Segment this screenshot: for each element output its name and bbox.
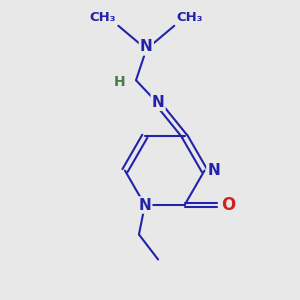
Text: H: H bbox=[114, 75, 126, 89]
Text: N: N bbox=[207, 163, 220, 178]
Text: N: N bbox=[152, 95, 164, 110]
Text: N: N bbox=[139, 197, 151, 212]
Text: CH₃: CH₃ bbox=[177, 11, 203, 24]
Text: N: N bbox=[140, 40, 153, 55]
Text: CH₃: CH₃ bbox=[89, 11, 116, 24]
Text: O: O bbox=[221, 196, 236, 214]
